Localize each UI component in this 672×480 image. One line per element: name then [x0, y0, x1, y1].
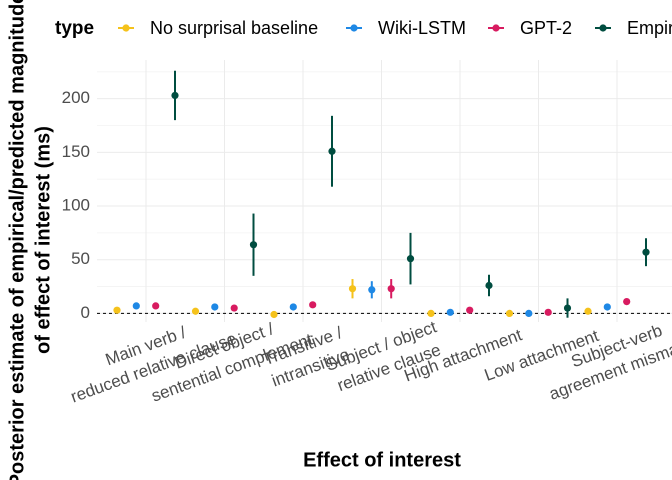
- legend-marker: [350, 24, 358, 32]
- point: [270, 310, 278, 319]
- y-axis-title: of effect of interest (ms): [32, 126, 54, 354]
- point: [584, 307, 592, 315]
- point: [446, 308, 454, 316]
- point: [328, 147, 336, 155]
- point: [289, 303, 297, 311]
- x-axis-title: Effect of interest: [303, 449, 461, 471]
- point: [544, 308, 552, 316]
- point: [191, 307, 200, 315]
- legend-label: Wiki-LSTM: [378, 18, 466, 38]
- point: [563, 304, 572, 312]
- y-tick-label: 100: [62, 196, 90, 215]
- legend-marker: [599, 24, 607, 32]
- legend-title: type: [55, 18, 94, 39]
- legend-marker: [492, 24, 500, 32]
- point: [249, 241, 258, 249]
- point: [348, 285, 357, 293]
- point: [230, 304, 238, 312]
- y-axis-title: Posterior estimate of empirical/predicte…: [6, 0, 28, 480]
- point: [171, 91, 179, 100]
- y-tick-label: 200: [62, 88, 90, 107]
- point: [368, 286, 376, 294]
- point: [525, 309, 533, 318]
- point: [152, 302, 160, 310]
- point: [132, 302, 140, 310]
- point: [387, 285, 395, 293]
- legend-marker: [122, 24, 130, 32]
- point: [603, 303, 611, 311]
- y-tick-label: 0: [81, 303, 90, 322]
- point: [427, 309, 435, 318]
- point: [642, 248, 650, 256]
- point: [406, 255, 415, 263]
- point: [466, 306, 474, 314]
- legend-label: GPT-2: [520, 18, 572, 38]
- legend-label: Empirical: [627, 18, 672, 38]
- point: [485, 281, 493, 290]
- point: [113, 306, 121, 314]
- y-tick-label: 50: [71, 249, 90, 268]
- point: [623, 297, 631, 306]
- point: [309, 301, 317, 309]
- legend-label: No surprisal baseline: [150, 18, 318, 38]
- point: [505, 309, 514, 318]
- point: [211, 303, 219, 311]
- y-tick-label: 150: [62, 142, 90, 161]
